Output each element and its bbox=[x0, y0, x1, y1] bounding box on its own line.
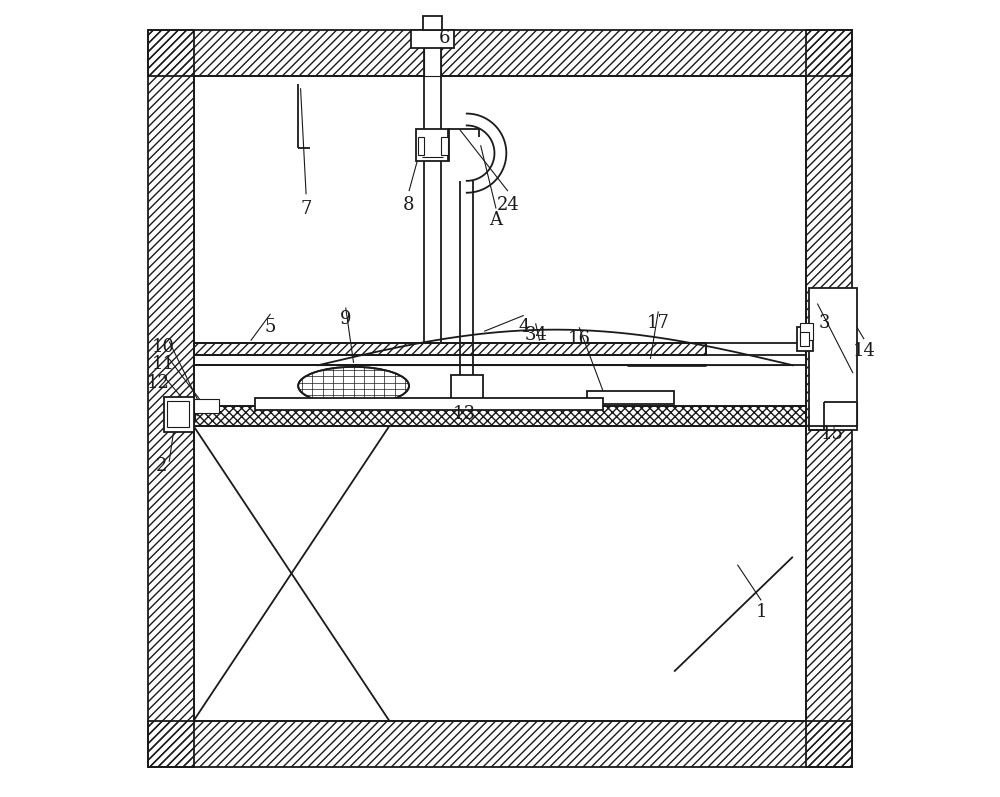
Bar bbox=[424, 26, 441, 77]
Text: 24: 24 bbox=[497, 195, 519, 214]
Bar bbox=[255, 398, 603, 410]
Bar bbox=[411, 30, 454, 48]
Bar bbox=[423, 16, 442, 30]
Text: 16: 16 bbox=[568, 330, 591, 348]
Text: 8: 8 bbox=[403, 195, 415, 214]
Bar bbox=[194, 398, 219, 413]
Bar bbox=[587, 391, 674, 404]
Text: 5: 5 bbox=[265, 318, 276, 336]
Bar bbox=[800, 323, 813, 340]
Bar bbox=[800, 332, 809, 346]
Bar bbox=[148, 720, 852, 767]
Bar bbox=[418, 137, 424, 155]
Text: 4: 4 bbox=[518, 318, 529, 336]
Text: 15: 15 bbox=[821, 425, 844, 443]
Text: 11: 11 bbox=[152, 355, 175, 374]
Ellipse shape bbox=[298, 367, 409, 405]
Bar bbox=[194, 406, 806, 426]
Text: 10: 10 bbox=[152, 338, 175, 356]
Text: 3: 3 bbox=[819, 314, 830, 332]
Bar bbox=[451, 375, 483, 400]
Text: A: A bbox=[490, 211, 503, 230]
Bar bbox=[167, 401, 189, 427]
Bar bbox=[194, 77, 806, 720]
Bar bbox=[148, 30, 194, 767]
Text: 1: 1 bbox=[755, 603, 767, 621]
Text: 2: 2 bbox=[156, 457, 167, 475]
Text: 17: 17 bbox=[647, 314, 670, 332]
Text: 7: 7 bbox=[300, 199, 312, 218]
Bar bbox=[797, 328, 813, 351]
Bar bbox=[416, 129, 449, 161]
Bar bbox=[194, 343, 706, 355]
Text: 6: 6 bbox=[439, 29, 450, 47]
Text: 9: 9 bbox=[340, 310, 351, 328]
Bar bbox=[441, 137, 448, 155]
Bar bbox=[148, 30, 852, 77]
Bar bbox=[806, 30, 852, 767]
Text: 14: 14 bbox=[853, 342, 876, 360]
Bar bbox=[809, 288, 857, 430]
Text: 34: 34 bbox=[524, 326, 547, 344]
Bar bbox=[164, 397, 194, 432]
Text: 13: 13 bbox=[453, 406, 476, 423]
Text: 12: 12 bbox=[147, 374, 170, 391]
